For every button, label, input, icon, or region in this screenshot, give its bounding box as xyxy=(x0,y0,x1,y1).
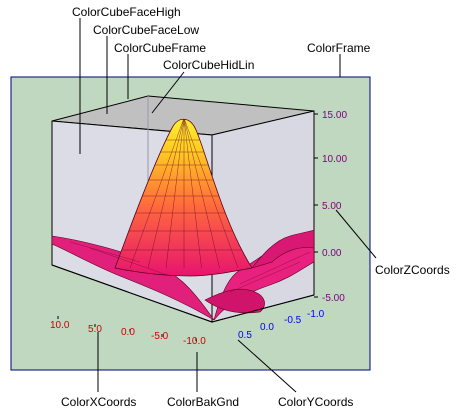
y-tick-label: -1.0 xyxy=(307,309,325,320)
z-tick-label: 5.00 xyxy=(322,201,342,212)
surface-skirt-mesh xyxy=(69,241,311,293)
callout-color-bak-gnd: ColorBakGnd xyxy=(167,395,239,409)
callout-color-z-coords: ColorZCoords xyxy=(375,263,450,277)
z-tick-label: 0.00 xyxy=(322,248,342,259)
callout-color-cube-face-high: ColorCubeFaceHigh xyxy=(72,5,181,19)
surface-peak xyxy=(114,118,253,277)
x-tick-label: 10.0 xyxy=(50,320,70,331)
callout-color-frame: ColorFrame xyxy=(307,41,371,55)
z-tick-label: 10.00 xyxy=(322,154,347,165)
y-tick-label: -0.5 xyxy=(284,315,302,326)
callout-color-y-coords: ColorYCoords xyxy=(278,395,353,409)
x-tick-label: 5.0 xyxy=(88,324,102,335)
cube-frame-bottom-right xyxy=(211,294,315,323)
x-tick-label: 0.0 xyxy=(121,327,135,338)
axis-tick-marks xyxy=(57,113,318,341)
y-tick-label: 0.0 xyxy=(260,322,274,333)
callout-color-cube-frame: ColorCubeFrame xyxy=(114,41,206,55)
surface-front-ridge xyxy=(204,288,265,314)
x-tick-label: -5.0 xyxy=(151,331,169,342)
callout-color-x-coords: ColorXCoords xyxy=(61,395,136,409)
y-tick-label: 0.5 xyxy=(238,330,252,341)
surface-right-ridge xyxy=(251,229,315,269)
z-tick-label: -5.00 xyxy=(322,293,345,304)
callout-color-cube-face-low: ColorCubeFaceLow xyxy=(93,23,199,37)
z-tick-label: 15.00 xyxy=(322,110,347,121)
cube-frame-bottom-left xyxy=(51,264,213,323)
x-tick-label: -10.0 xyxy=(183,336,206,347)
callout-color-cube-hid-lin: ColorCubeHidLin xyxy=(163,58,254,72)
callout-leader-lines xyxy=(79,18,377,393)
